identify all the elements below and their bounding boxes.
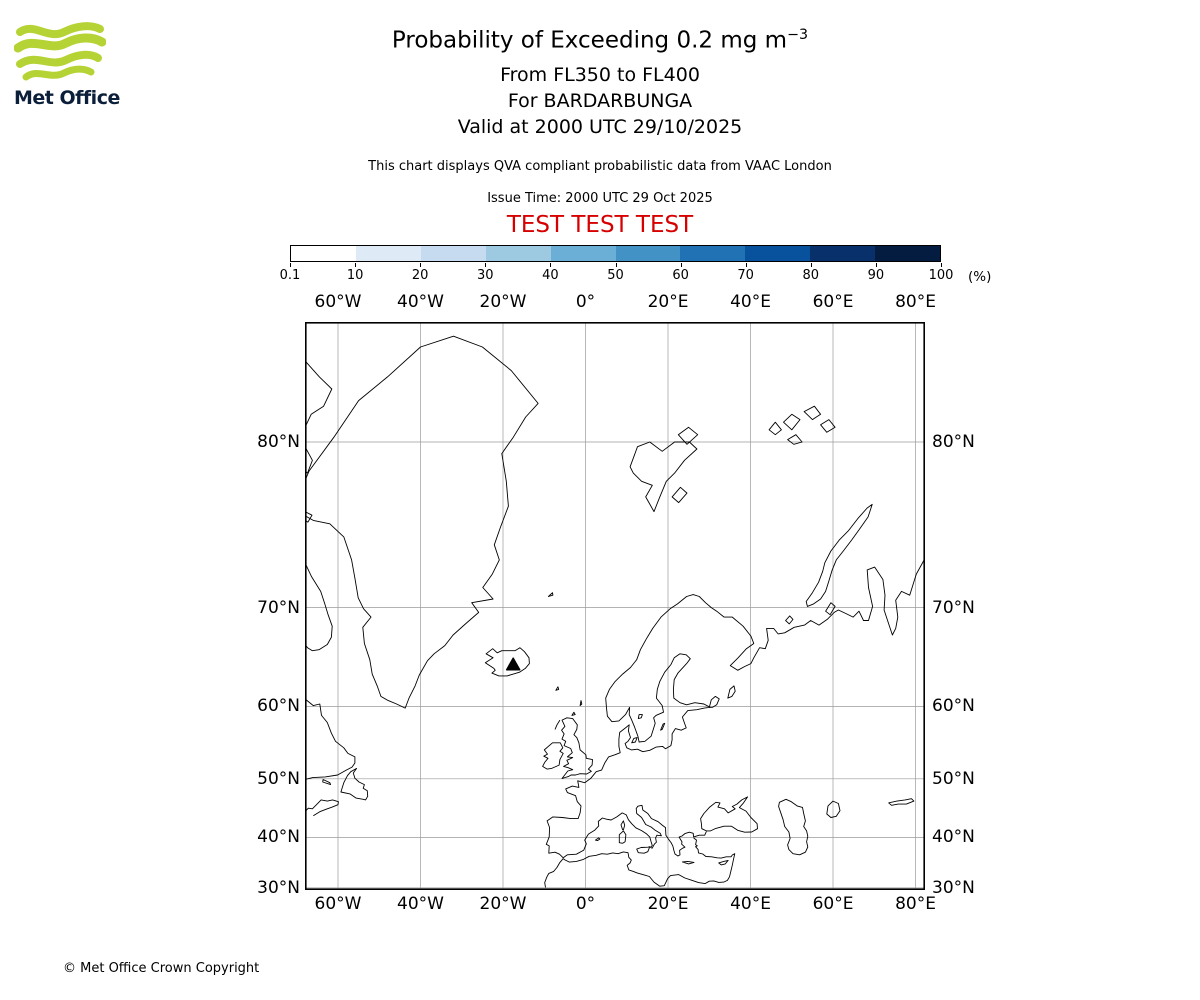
lat-label-left: 40°N bbox=[257, 827, 300, 848]
colorbar-tick-label: 100 bbox=[928, 268, 954, 283]
colorbar-tick-label: 0.1 bbox=[279, 268, 301, 283]
volcano-marker bbox=[505, 657, 521, 671]
colorbar-tick-label: 80 bbox=[802, 268, 820, 283]
logo-waves-icon bbox=[14, 22, 106, 81]
lat-label-left: 50°N bbox=[257, 768, 300, 789]
lon-label-top: 80°E bbox=[895, 292, 936, 312]
colorbar-ticks: 0.1 10 20 30 40 50 60 70 80 90 100 bbox=[280, 263, 953, 287]
lat-label-left: 70°N bbox=[257, 597, 300, 618]
qva-note: This chart displays QVA compliant probab… bbox=[368, 159, 832, 174]
colorbar-tick-label: 20 bbox=[411, 268, 429, 283]
colorbar-tick-mark bbox=[941, 263, 942, 267]
test-banner: TEST TEST TEST bbox=[506, 212, 694, 238]
colorbar-segment bbox=[485, 246, 551, 261]
colorbar-segment bbox=[420, 246, 486, 261]
colorbar-tick-label: 70 bbox=[737, 268, 754, 283]
map-border bbox=[305, 322, 925, 890]
logo-wordmark: Met Office bbox=[14, 87, 120, 109]
lat-label-left: 80°N bbox=[257, 431, 300, 452]
colorbar-segment bbox=[550, 246, 616, 261]
copyright-footer: © Met Office Crown Copyright bbox=[63, 961, 260, 976]
colorbar-segment bbox=[745, 246, 811, 261]
lat-label-right: 80°N bbox=[932, 431, 975, 452]
colorbar-segment bbox=[810, 246, 876, 261]
lon-label-bottom: 20°E bbox=[647, 894, 689, 914]
colorbar-unit-label: (%) bbox=[968, 269, 992, 285]
colorbar-tick-mark bbox=[875, 263, 877, 267]
lon-label-top: 20°E bbox=[647, 292, 689, 312]
lat-label-left: 30°N bbox=[257, 877, 300, 898]
lon-label-top: 0° bbox=[575, 292, 596, 312]
colorbar-segment bbox=[615, 246, 681, 261]
colorbar-tick-mark bbox=[355, 263, 357, 267]
colorbar-tick-mark bbox=[810, 263, 812, 267]
lon-label-top: 40°E bbox=[730, 292, 771, 312]
lon-label-top: 40°W bbox=[397, 292, 444, 312]
colorbar-tick-mark bbox=[680, 263, 682, 267]
title-superscript: −3 bbox=[787, 27, 809, 43]
colorbar-tick-mark bbox=[550, 263, 552, 267]
lat-label-right: 50°N bbox=[932, 768, 975, 789]
colorbar-tick-label: 30 bbox=[477, 268, 494, 283]
map-canvas bbox=[305, 322, 925, 890]
colorbar-tick-mark bbox=[420, 263, 422, 267]
colorbar-tick-label: 90 bbox=[867, 268, 885, 283]
colorbar-segment bbox=[355, 246, 421, 261]
lon-label-top: 60°E bbox=[812, 292, 854, 312]
lon-label-bottom: 80°E bbox=[895, 894, 936, 914]
lon-label-bottom: 20°W bbox=[479, 894, 527, 914]
lon-label-bottom: 60°W bbox=[314, 894, 362, 914]
map-frame bbox=[305, 322, 925, 890]
lon-label-top: 60°W bbox=[314, 292, 362, 312]
lon-label-bottom: 40°E bbox=[730, 894, 771, 914]
colorbar-tick-label: 60 bbox=[672, 268, 689, 283]
colorbar-tick-mark bbox=[290, 263, 291, 267]
lat-label-right: 70°N bbox=[932, 597, 975, 618]
colorbar-segment bbox=[875, 246, 941, 261]
colorbar-tick-mark bbox=[485, 263, 487, 267]
lat-label-right: 30°N bbox=[932, 877, 975, 898]
colorbar-segment bbox=[291, 246, 356, 261]
lon-label-bottom: 40°W bbox=[397, 894, 444, 914]
lon-label-bottom: 0° bbox=[575, 894, 596, 914]
colorbar-tick-label: 40 bbox=[542, 268, 559, 283]
chart-title-text: Probability of Exceeding 0.2 mg m bbox=[391, 27, 788, 54]
lon-label-bottom: 60°E bbox=[812, 894, 854, 914]
graticule bbox=[305, 322, 925, 890]
lon-label-top: 20°W bbox=[479, 292, 527, 312]
subtitle-flight-levels: From FL350 to FL400 bbox=[500, 64, 700, 86]
lat-label-left: 60°N bbox=[257, 696, 300, 717]
chart-title: Probability of Exceeding 0.2 mg m−3 bbox=[0, 27, 1200, 54]
issue-time: Issue Time: 2000 UTC 29 Oct 2025 bbox=[487, 191, 713, 206]
colorbar-tick-label: 10 bbox=[346, 268, 364, 283]
subtitle-volcano: For BARDARBUNGA bbox=[507, 90, 693, 112]
colorbar-tick-mark bbox=[745, 263, 747, 267]
subtitle-valid-time: Valid at 2000 UTC 29/10/2025 bbox=[457, 116, 743, 138]
probability-colorbar bbox=[290, 245, 941, 262]
colorbar-segment bbox=[680, 246, 746, 261]
colorbar-tick-mark bbox=[615, 263, 617, 267]
lat-label-right: 60°N bbox=[932, 696, 975, 717]
lat-label-right: 40°N bbox=[932, 827, 975, 848]
met-office-logo: Met Office bbox=[14, 20, 134, 109]
coastlines bbox=[305, 335, 925, 888]
colorbar-tick-label: 50 bbox=[607, 268, 624, 283]
